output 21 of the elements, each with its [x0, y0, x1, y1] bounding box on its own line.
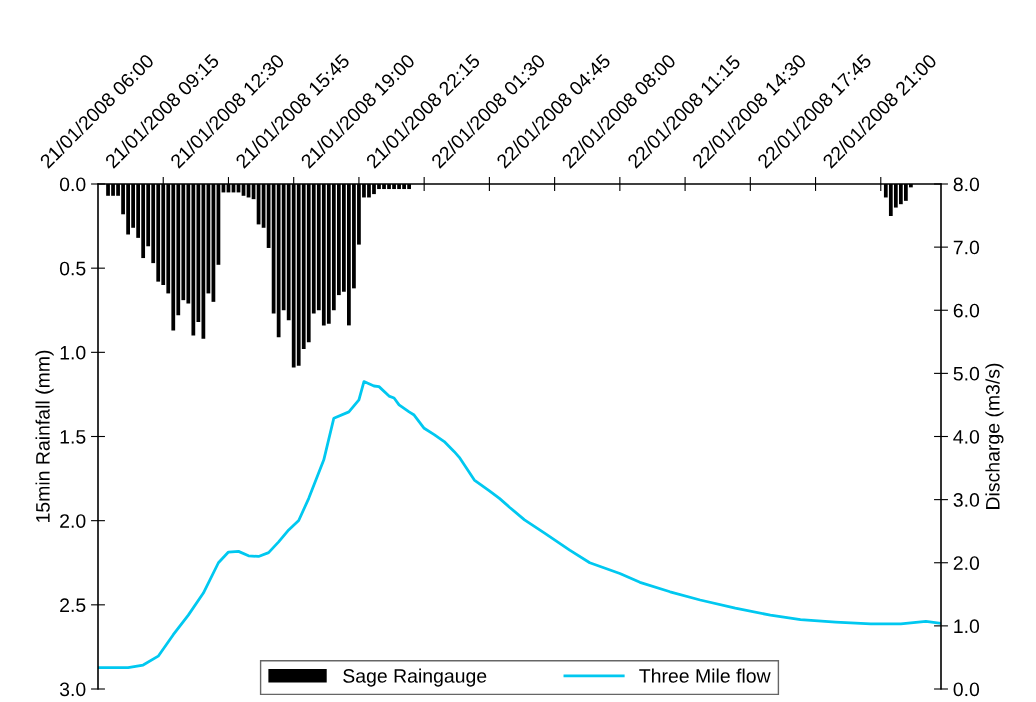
y-tick-label: 1.0: [60, 345, 86, 360]
y2-tick-label: 8.0: [953, 177, 980, 192]
y-tick-label: 0.0: [59, 177, 86, 192]
y2-tick-label: 4.0: [953, 429, 980, 444]
legend-label: Sage Raingauge: [343, 668, 487, 687]
y2-tick-label: 0.0: [953, 682, 980, 697]
y2-tick-label: 3.0: [953, 493, 980, 507]
y-tick-label: 1.5: [60, 430, 86, 444]
y-axis-title: 15min Rainfall (mm): [35, 350, 54, 522]
y2-tick-label: 5.0: [953, 366, 980, 381]
y2-axis-title: Discharge (m3/s): [985, 363, 1004, 509]
y2-tick-label: 6.0: [953, 303, 980, 318]
y2-tick-label: 1.0: [954, 619, 980, 634]
y-tick-label: 2.0: [60, 514, 86, 528]
y-tick-label: 2.5: [60, 598, 86, 613]
line-series: [98, 380, 941, 669]
legend-label: Three Mile flow: [639, 668, 771, 683]
y-tick-label: 3.0: [59, 682, 86, 697]
y2-tick-label: 2.0: [953, 556, 980, 570]
y-tick-label: 0.5: [59, 261, 86, 276]
y2-tick-label: 7.0: [953, 240, 980, 255]
